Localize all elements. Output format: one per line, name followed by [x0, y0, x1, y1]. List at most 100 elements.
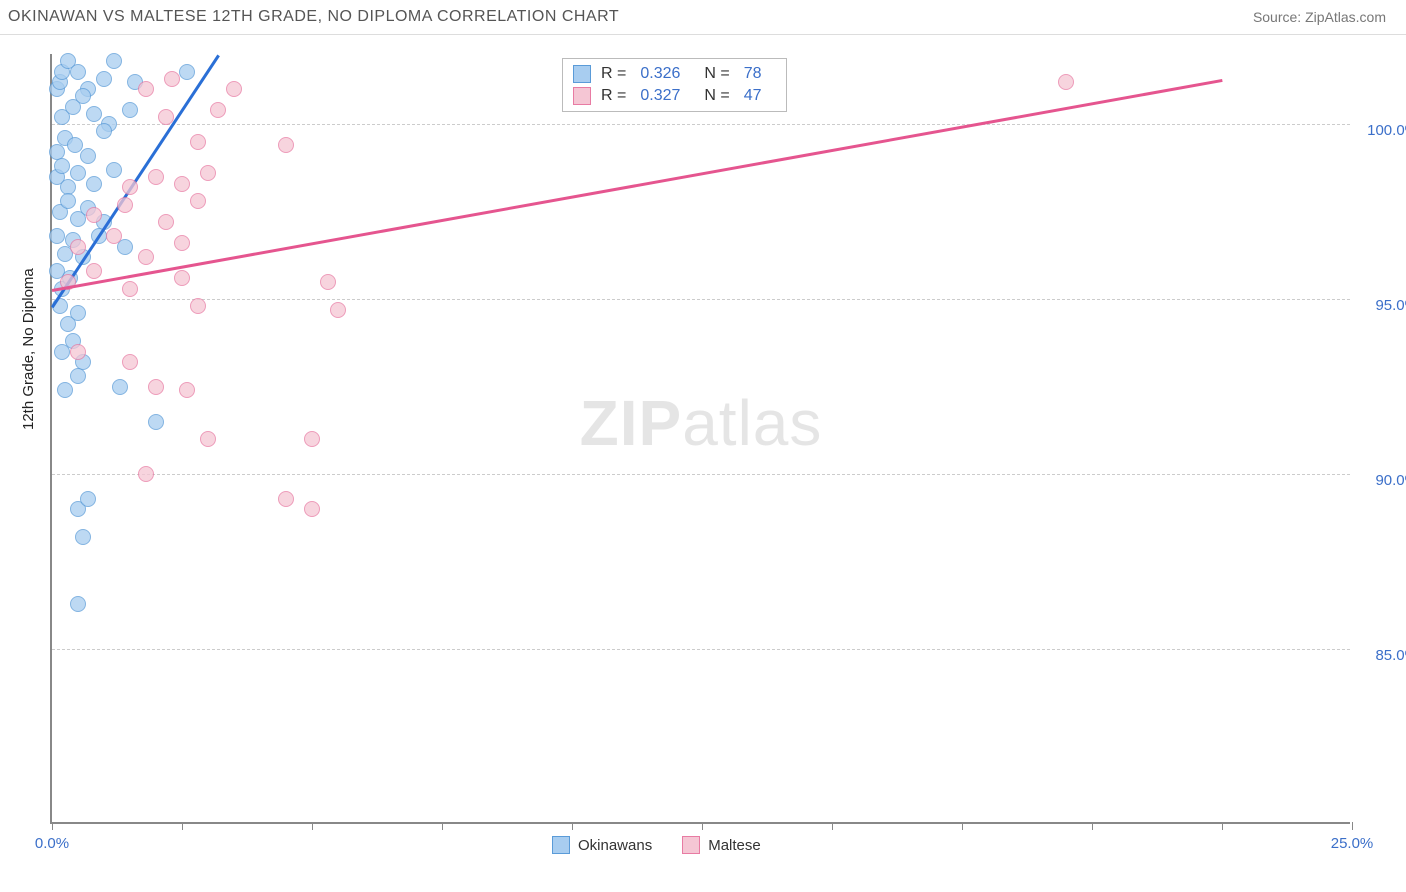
x-tick	[182, 822, 183, 830]
y-axis-label: 12th Grade, No Diploma	[20, 268, 37, 430]
data-point	[304, 501, 320, 517]
data-point	[70, 305, 86, 321]
data-point	[200, 431, 216, 447]
data-point	[179, 382, 195, 398]
data-point	[122, 179, 138, 195]
x-tick	[1352, 822, 1353, 830]
data-point	[148, 414, 164, 430]
data-point	[158, 109, 174, 125]
y-tick-label: 90.0%	[1358, 472, 1406, 489]
x-tick	[962, 822, 963, 830]
legend-swatch	[682, 836, 700, 854]
data-point	[70, 368, 86, 384]
data-point	[1058, 74, 1074, 90]
data-point	[138, 466, 154, 482]
data-point	[49, 228, 65, 244]
x-tick	[442, 822, 443, 830]
x-tick-label: 25.0%	[1331, 835, 1374, 852]
watermark: ZIPatlas	[580, 386, 823, 460]
legend: Okinawans Maltese	[552, 836, 761, 854]
x-tick	[1222, 822, 1223, 830]
data-point	[164, 71, 180, 87]
data-point	[158, 214, 174, 230]
r-value: 0.326	[640, 65, 680, 83]
stats-row: R = 0.327 N = 47	[573, 85, 776, 107]
x-tick	[832, 822, 833, 830]
data-point	[210, 102, 226, 118]
y-tick-label: 85.0%	[1358, 647, 1406, 664]
data-point	[86, 207, 102, 223]
data-point	[70, 239, 86, 255]
data-point	[148, 379, 164, 395]
data-point	[106, 162, 122, 178]
data-point	[86, 106, 102, 122]
legend-label: Maltese	[708, 837, 761, 854]
n-value: 47	[744, 87, 762, 105]
legend-label: Okinawans	[578, 837, 652, 854]
data-point	[80, 148, 96, 164]
data-point	[70, 344, 86, 360]
data-point	[54, 158, 70, 174]
data-point	[190, 193, 206, 209]
data-point	[75, 88, 91, 104]
data-point	[70, 64, 86, 80]
data-point	[174, 270, 190, 286]
correlation-stats-box: R = 0.326 N = 78 R = 0.327 N = 47	[562, 58, 787, 112]
r-label: R =	[601, 87, 626, 105]
chart-header: OKINAWAN VS MALTESE 12TH GRADE, NO DIPLO…	[0, 0, 1406, 35]
data-point	[226, 81, 242, 97]
y-tick-label: 100.0%	[1358, 122, 1406, 139]
x-tick-label: 0.0%	[35, 835, 69, 852]
data-point	[96, 71, 112, 87]
series-swatch	[573, 87, 591, 105]
n-value: 78	[744, 65, 762, 83]
r-value: 0.327	[640, 87, 680, 105]
data-point	[117, 197, 133, 213]
x-tick	[572, 822, 573, 830]
y-tick-label: 95.0%	[1358, 297, 1406, 314]
data-point	[190, 298, 206, 314]
source-attribution: Source: ZipAtlas.com	[1253, 9, 1386, 25]
data-point	[70, 165, 86, 181]
data-point	[122, 102, 138, 118]
gridline	[52, 124, 1350, 125]
data-point	[106, 228, 122, 244]
data-point	[86, 176, 102, 192]
data-point	[106, 53, 122, 69]
data-point	[190, 134, 206, 150]
data-point	[330, 302, 346, 318]
data-point	[75, 529, 91, 545]
chart-title: OKINAWAN VS MALTESE 12TH GRADE, NO DIPLO…	[8, 8, 619, 26]
gridline	[52, 474, 1350, 475]
data-point	[60, 193, 76, 209]
n-label: N =	[704, 87, 729, 105]
data-point	[179, 64, 195, 80]
data-point	[174, 176, 190, 192]
x-tick	[312, 822, 313, 830]
data-point	[304, 431, 320, 447]
stats-row: R =0.326N =78	[573, 63, 776, 85]
data-point	[96, 123, 112, 139]
gridline	[52, 299, 1350, 300]
data-point	[70, 596, 86, 612]
series-swatch	[573, 65, 591, 83]
gridline	[52, 649, 1350, 650]
data-point	[57, 382, 73, 398]
legend-item: Maltese	[682, 836, 761, 854]
data-point	[138, 81, 154, 97]
data-point	[278, 137, 294, 153]
data-point	[138, 249, 154, 265]
r-label: R =	[601, 65, 626, 83]
data-point	[148, 169, 164, 185]
data-point	[278, 491, 294, 507]
data-point	[80, 491, 96, 507]
data-point	[320, 274, 336, 290]
data-point	[122, 354, 138, 370]
data-point	[122, 281, 138, 297]
scatter-chart: ZIPatlas R =0.326N =78R =0.327N =47 Okin…	[50, 54, 1350, 824]
data-point	[86, 263, 102, 279]
legend-item: Okinawans	[552, 836, 652, 854]
data-point	[112, 379, 128, 395]
x-tick	[1092, 822, 1093, 830]
data-point	[200, 165, 216, 181]
